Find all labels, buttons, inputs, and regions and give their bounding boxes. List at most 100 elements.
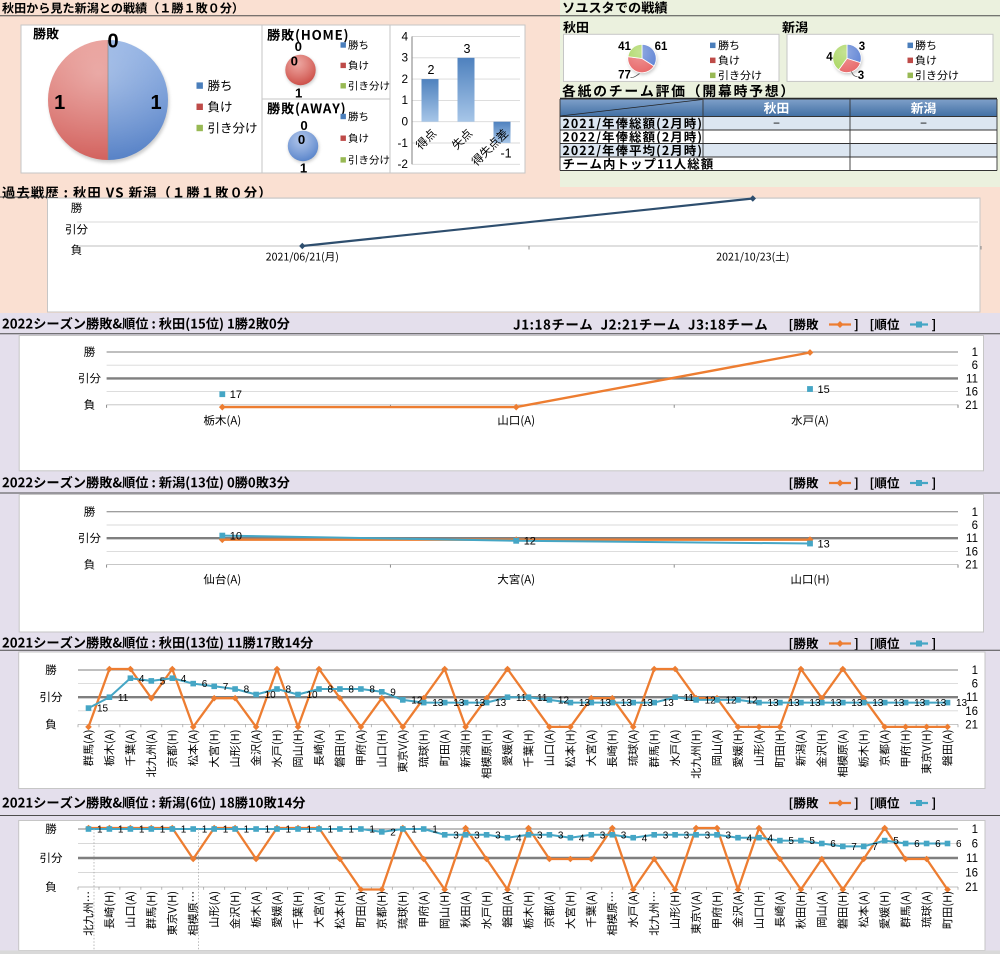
svg-text:16: 16 <box>965 706 978 718</box>
svg-text:8: 8 <box>348 685 354 696</box>
svg-text:12: 12 <box>747 696 759 707</box>
svg-text:3: 3 <box>600 830 606 841</box>
svg-text:6: 6 <box>972 679 978 691</box>
svg-text:1: 1 <box>432 825 438 836</box>
svg-text:5: 5 <box>160 677 166 688</box>
svg-text:13: 13 <box>432 698 444 709</box>
svg-text:1: 1 <box>118 825 124 836</box>
svg-text:-2: -2 <box>398 157 409 171</box>
svg-text:3: 3 <box>621 830 627 841</box>
svg-text:8: 8 <box>369 685 375 696</box>
svg-text:11: 11 <box>118 693 129 704</box>
svg-text:4: 4 <box>139 674 145 685</box>
svg-text:13: 13 <box>893 698 905 709</box>
svg-text:3: 3 <box>495 830 501 841</box>
svg-text:13: 13 <box>600 698 612 709</box>
svg-text:1: 1 <box>181 825 187 836</box>
svg-text:7: 7 <box>872 842 878 853</box>
svg-text:11: 11 <box>966 853 978 865</box>
svg-text:0: 0 <box>298 132 305 147</box>
svg-text:3: 3 <box>705 830 711 841</box>
svg-text:2: 2 <box>428 63 435 77</box>
svg-text:1: 1 <box>972 824 978 836</box>
svg-text:1: 1 <box>972 507 978 519</box>
svg-text:10: 10 <box>230 530 242 542</box>
svg-text:6: 6 <box>935 839 941 850</box>
svg-text:4: 4 <box>181 674 187 685</box>
svg-text:1: 1 <box>160 825 166 836</box>
svg-text:15: 15 <box>818 384 830 396</box>
svg-text:1: 1 <box>295 86 302 101</box>
svg-text:-1: -1 <box>500 147 511 161</box>
svg-text:3: 3 <box>474 830 480 841</box>
svg-text:13: 13 <box>935 698 947 709</box>
svg-text:3: 3 <box>684 830 690 841</box>
svg-text:4: 4 <box>579 833 585 844</box>
svg-text:5: 5 <box>893 836 899 847</box>
svg-text:13: 13 <box>956 698 968 709</box>
svg-text:13: 13 <box>851 698 863 709</box>
svg-text:12: 12 <box>726 696 738 707</box>
svg-text:11: 11 <box>537 693 548 704</box>
svg-text:1: 1 <box>150 92 161 114</box>
svg-text:6: 6 <box>972 520 978 532</box>
svg-text:3: 3 <box>663 830 669 841</box>
svg-text:8: 8 <box>328 685 334 696</box>
svg-text:1: 1 <box>972 665 978 677</box>
svg-text:12: 12 <box>524 536 536 548</box>
svg-text:1: 1 <box>972 347 978 359</box>
svg-text:6: 6 <box>202 679 208 690</box>
svg-text:21: 21 <box>965 719 978 731</box>
svg-text:1: 1 <box>244 825 250 836</box>
svg-text:-1: -1 <box>398 136 409 150</box>
svg-text:6: 6 <box>956 839 962 850</box>
svg-text:4: 4 <box>401 29 408 43</box>
svg-text:1: 1 <box>139 825 145 836</box>
svg-text:5: 5 <box>809 836 815 847</box>
svg-text:0: 0 <box>300 118 307 133</box>
svg-text:8: 8 <box>286 685 292 696</box>
svg-text:13: 13 <box>818 538 830 550</box>
svg-text:8: 8 <box>244 685 250 696</box>
svg-text:4: 4 <box>747 833 753 844</box>
svg-text:16: 16 <box>965 387 978 399</box>
svg-text:4: 4 <box>826 52 833 64</box>
svg-text:3: 3 <box>858 70 864 82</box>
svg-text:6: 6 <box>830 839 836 850</box>
svg-text:3: 3 <box>453 830 459 841</box>
svg-text:11: 11 <box>516 693 527 704</box>
svg-text:6: 6 <box>972 360 978 372</box>
svg-text:13: 13 <box>768 698 780 709</box>
svg-text:11: 11 <box>966 373 978 385</box>
svg-text:3: 3 <box>464 42 471 56</box>
svg-text:12: 12 <box>705 696 717 707</box>
svg-text:13: 13 <box>914 698 926 709</box>
svg-text:1: 1 <box>328 825 334 836</box>
svg-text:1: 1 <box>411 825 417 836</box>
svg-text:13: 13 <box>663 698 675 709</box>
svg-text:1: 1 <box>223 825 229 836</box>
svg-text:1: 1 <box>307 825 313 836</box>
svg-text:3: 3 <box>859 41 865 53</box>
svg-text:12: 12 <box>411 696 423 707</box>
svg-text:13: 13 <box>621 698 633 709</box>
svg-text:4: 4 <box>642 833 648 844</box>
svg-text:13: 13 <box>809 698 821 709</box>
svg-text:13: 13 <box>579 698 591 709</box>
svg-text:1: 1 <box>348 825 354 836</box>
svg-text:0: 0 <box>107 31 118 53</box>
svg-text:16: 16 <box>965 546 978 558</box>
svg-text:3: 3 <box>726 830 732 841</box>
svg-text:6: 6 <box>914 839 920 850</box>
svg-text:2: 2 <box>390 828 396 839</box>
svg-text:21: 21 <box>965 882 978 894</box>
svg-text:1: 1 <box>401 93 408 107</box>
svg-text:1: 1 <box>286 825 292 836</box>
svg-text:0: 0 <box>401 115 408 129</box>
svg-text:13: 13 <box>788 698 800 709</box>
svg-text:0: 0 <box>291 54 298 69</box>
svg-text:0: 0 <box>295 39 302 54</box>
svg-text:13: 13 <box>474 698 486 709</box>
svg-text:21: 21 <box>965 400 978 412</box>
svg-text:1: 1 <box>265 825 271 836</box>
